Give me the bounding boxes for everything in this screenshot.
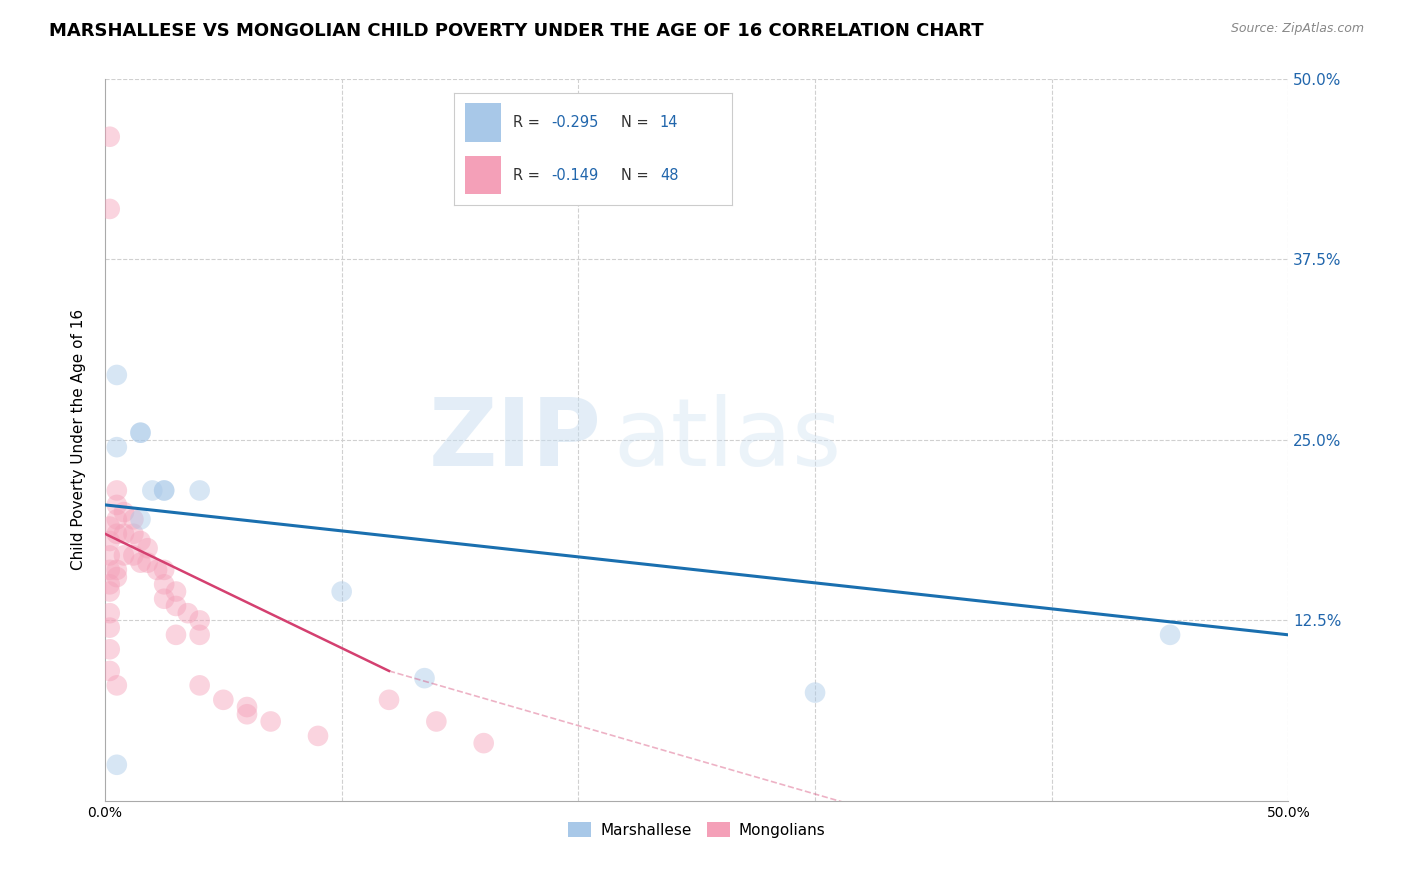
Point bbox=[105, 483, 128, 498]
Point bbox=[98, 563, 121, 577]
Text: Source: ZipAtlas.com: Source: ZipAtlas.com bbox=[1230, 22, 1364, 36]
Point bbox=[129, 512, 152, 526]
Point bbox=[105, 368, 128, 382]
Point bbox=[177, 606, 200, 620]
Point bbox=[153, 483, 176, 498]
Point bbox=[129, 533, 152, 548]
Point bbox=[129, 425, 152, 440]
Text: atlas: atlas bbox=[614, 394, 842, 486]
Point bbox=[212, 693, 235, 707]
Point bbox=[165, 599, 187, 613]
Point bbox=[98, 549, 121, 563]
Point bbox=[105, 512, 128, 526]
Point bbox=[153, 563, 176, 577]
Point bbox=[105, 757, 128, 772]
Point bbox=[122, 526, 145, 541]
Point bbox=[98, 664, 121, 678]
Point bbox=[98, 621, 121, 635]
Point bbox=[188, 483, 211, 498]
Point bbox=[236, 707, 259, 722]
Text: MARSHALLESE VS MONGOLIAN CHILD POVERTY UNDER THE AGE OF 16 CORRELATION CHART: MARSHALLESE VS MONGOLIAN CHILD POVERTY U… bbox=[49, 22, 984, 40]
Point bbox=[105, 678, 128, 692]
Point bbox=[425, 714, 447, 729]
Point bbox=[165, 628, 187, 642]
Point bbox=[98, 584, 121, 599]
Point bbox=[105, 526, 128, 541]
Point bbox=[98, 202, 121, 216]
Point bbox=[112, 526, 135, 541]
Y-axis label: Child Poverty Under the Age of 16: Child Poverty Under the Age of 16 bbox=[72, 310, 86, 571]
Point bbox=[98, 577, 121, 591]
Point bbox=[153, 577, 176, 591]
Point bbox=[105, 440, 128, 454]
Point bbox=[236, 700, 259, 714]
Point bbox=[112, 549, 135, 563]
Point bbox=[153, 483, 176, 498]
Point bbox=[112, 505, 135, 519]
Point bbox=[105, 563, 128, 577]
Text: ZIP: ZIP bbox=[429, 394, 602, 486]
Point bbox=[804, 685, 827, 699]
Point bbox=[188, 678, 211, 692]
Point bbox=[472, 736, 495, 750]
Point bbox=[129, 425, 152, 440]
Point bbox=[153, 591, 176, 606]
Point bbox=[98, 606, 121, 620]
Point bbox=[136, 541, 159, 556]
Point bbox=[307, 729, 329, 743]
Point bbox=[260, 714, 283, 729]
Point bbox=[165, 584, 187, 599]
Point bbox=[188, 628, 211, 642]
Point bbox=[98, 642, 121, 657]
Point bbox=[122, 549, 145, 563]
Point bbox=[1159, 628, 1181, 642]
Point bbox=[378, 693, 401, 707]
Point bbox=[146, 563, 169, 577]
Point bbox=[105, 570, 128, 584]
Point bbox=[122, 512, 145, 526]
Point bbox=[136, 556, 159, 570]
Point bbox=[98, 519, 121, 533]
Point bbox=[330, 584, 353, 599]
Point bbox=[413, 671, 436, 685]
Point bbox=[98, 129, 121, 144]
Point bbox=[188, 614, 211, 628]
Legend: Marshallese, Mongolians: Marshallese, Mongolians bbox=[562, 815, 831, 844]
Point bbox=[98, 533, 121, 548]
Point bbox=[129, 556, 152, 570]
Point bbox=[105, 498, 128, 512]
Point bbox=[141, 483, 163, 498]
